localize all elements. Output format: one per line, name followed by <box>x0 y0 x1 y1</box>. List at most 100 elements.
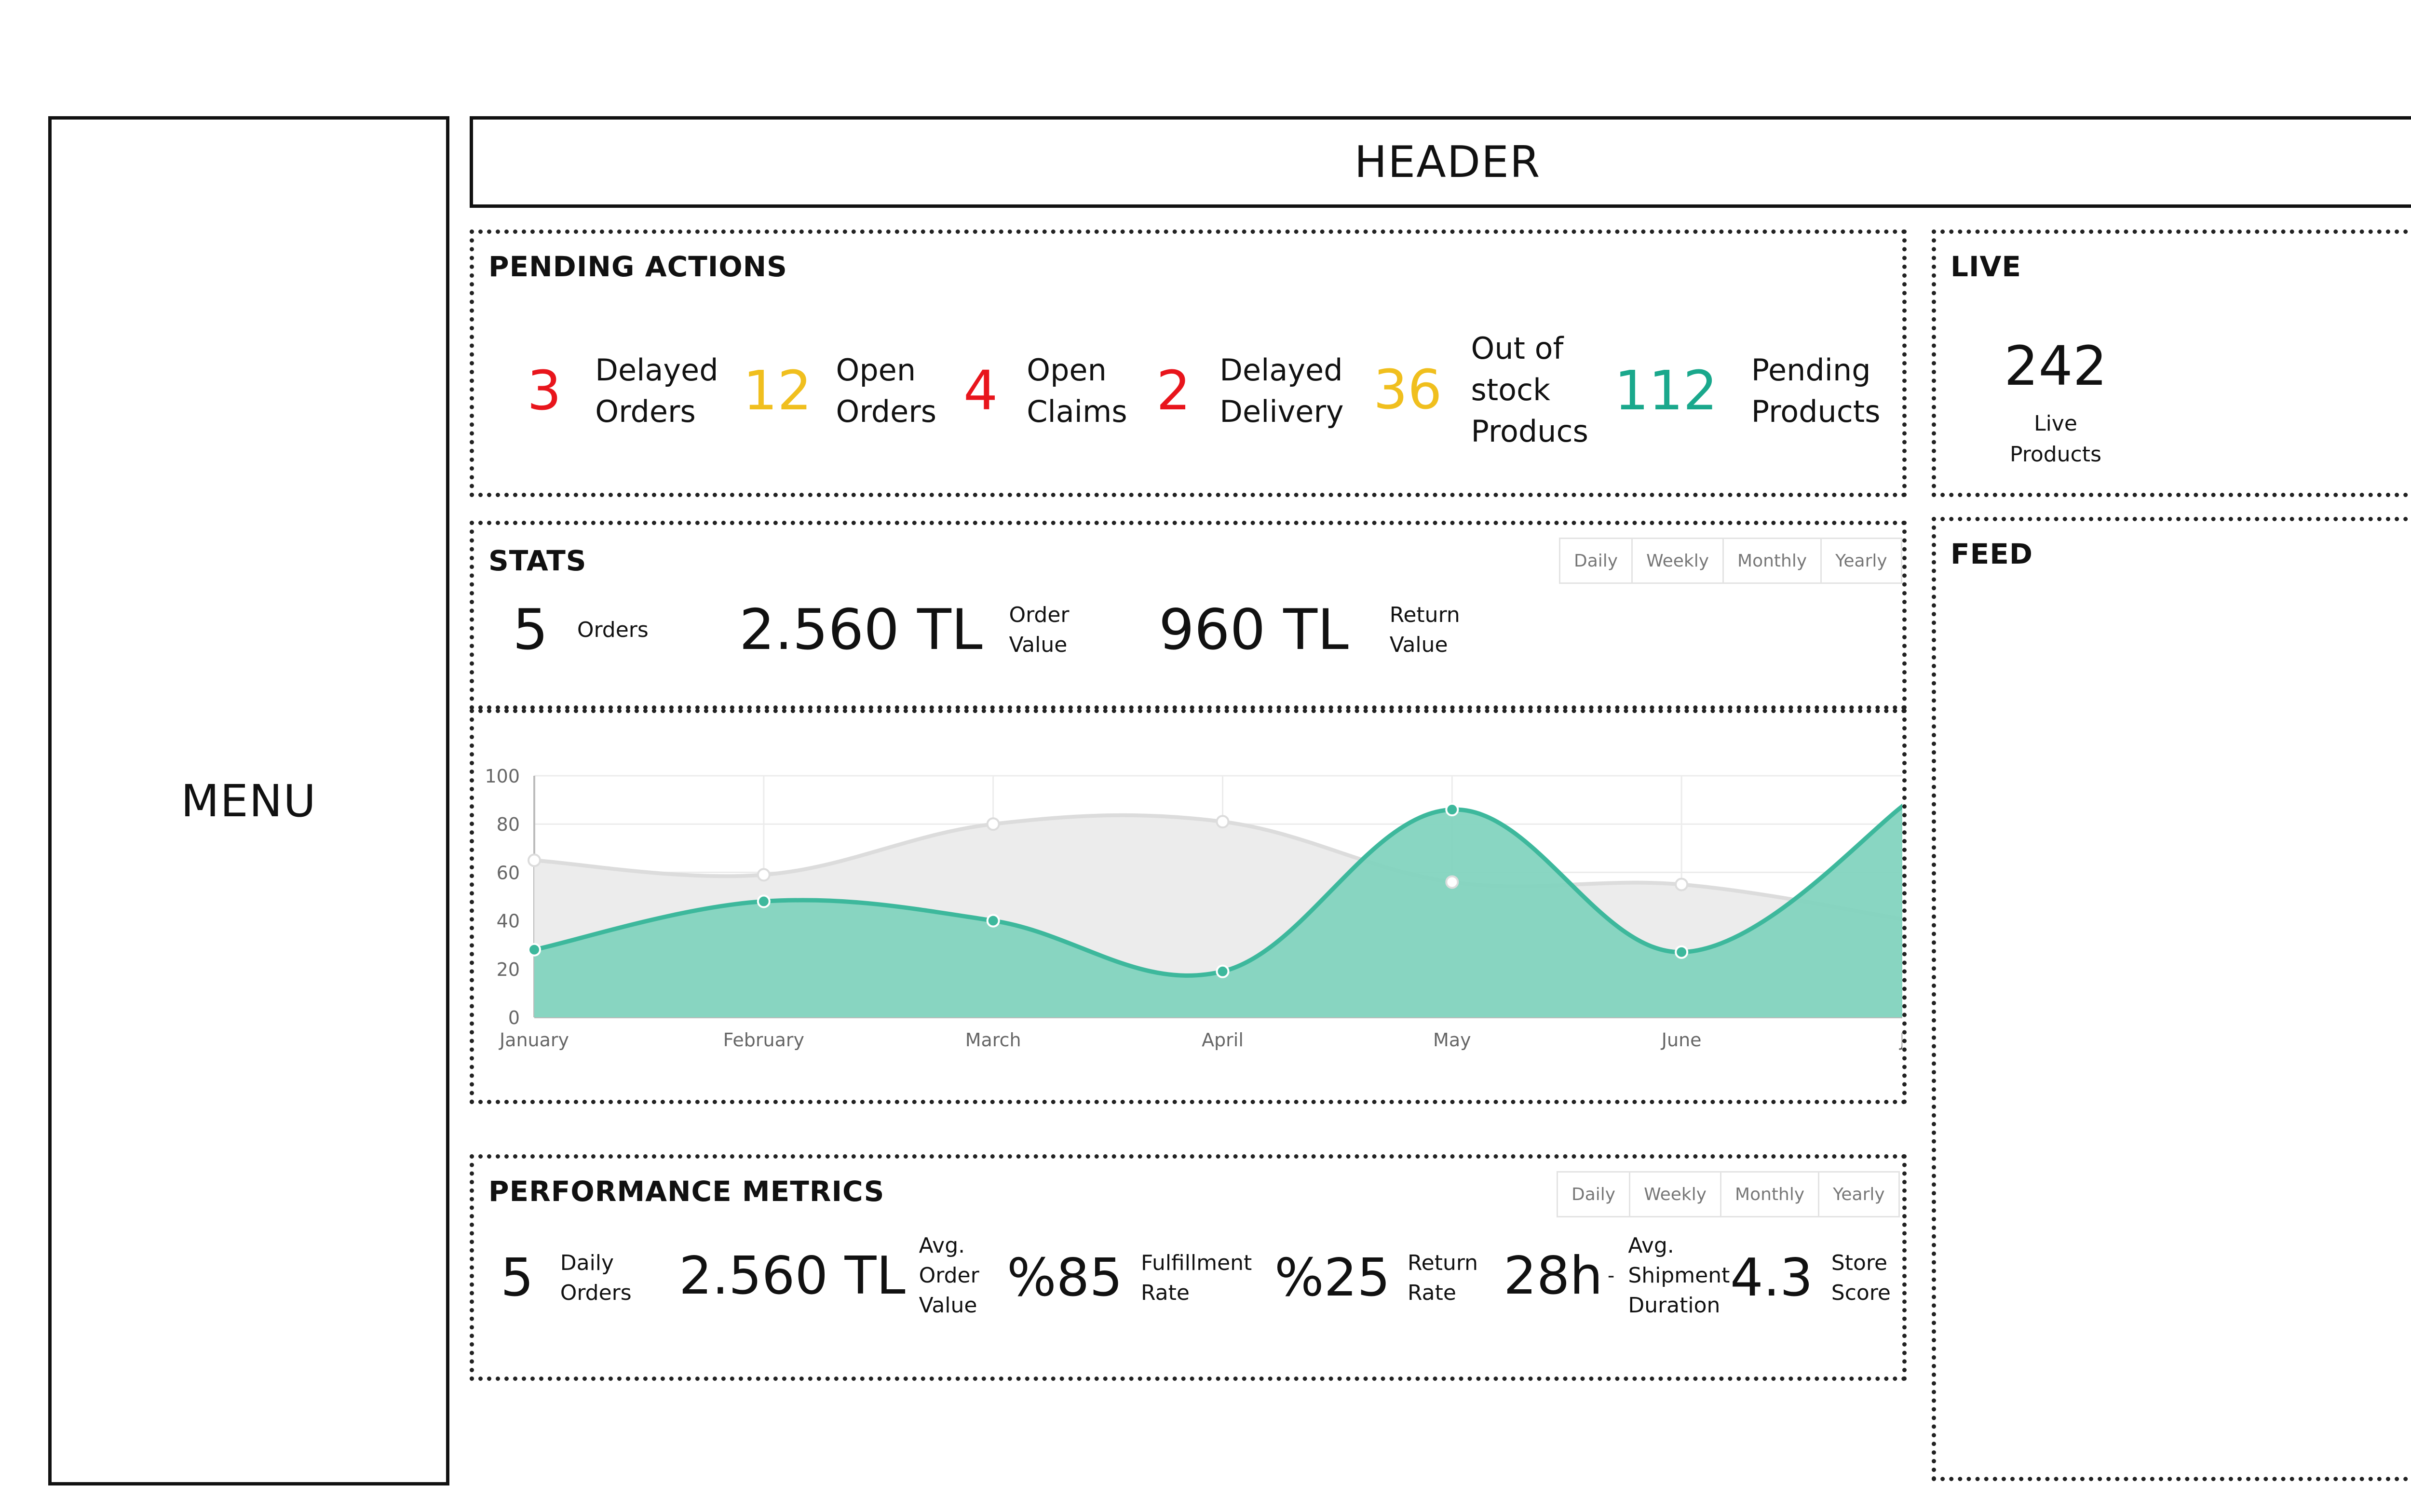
stat-order-value-label: Order Value <box>1009 602 1070 657</box>
chart-series-2-point <box>528 943 541 957</box>
pending-item-pending-products[interactable]: 112 Pending Products <box>1614 350 1881 432</box>
chart-x-tick-label: February <box>723 1029 804 1051</box>
metric-shipment-duration-value: 28h <box>1503 1245 1603 1306</box>
metric-return-rate-value: %25 <box>1274 1248 1391 1308</box>
chart-x-tick-label: Jul <box>1899 1029 1902 1051</box>
metric-fulfillment-rate-value: %85 <box>1007 1248 1123 1308</box>
stats-title: STATS <box>488 544 587 577</box>
live-title: LIVE <box>1950 250 2022 283</box>
performance-period-daily[interactable]: Daily <box>1571 1184 1616 1204</box>
chart-y-tick-label: 60 <box>497 862 520 883</box>
performance-period-selector: Daily Weekly Monthly Yearly <box>1557 1171 1900 1217</box>
stat-order-value: 2.560 TL Order Value <box>739 597 1070 662</box>
pending-item-value: 36 <box>1373 359 1442 421</box>
performance-period-weekly[interactable]: Weekly <box>1629 1173 1720 1216</box>
metric-avg-order-value: 2.560 TL Avg. Order Value <box>679 1231 979 1321</box>
metric-fulfillment-rate-label: Fulfillment Rate <box>1141 1250 1252 1305</box>
pending-item-value: 12 <box>743 360 812 422</box>
chart-y-tick-label: 100 <box>485 766 520 787</box>
stats-period-selector: Daily Weekly Monthly Yearly <box>1559 538 1902 584</box>
live-products-value: 242 <box>2004 335 2107 398</box>
chart-series-2-point <box>1675 945 1689 959</box>
chart-series-1-point <box>757 868 771 882</box>
chart-series-2-point <box>1216 964 1230 978</box>
pending-item-open-orders[interactable]: 12 Open Orders <box>743 350 936 432</box>
orders-area-chart: 0 20 40 60 80 100 January February March April May… <box>485 766 1902 1051</box>
pending-item-label: Delayed Orders <box>595 352 718 429</box>
chart-x-tick-label: March <box>965 1029 1021 1051</box>
chart-series-1-point <box>528 853 541 867</box>
performance-title: PERFORMANCE METRICS <box>488 1175 885 1208</box>
performance-period-yearly[interactable]: Yearly <box>1818 1173 1898 1216</box>
header-label: HEADER <box>1354 136 1541 188</box>
live-products-label: Live Products <box>2010 411 2101 467</box>
metric-shipment-duration-label: Avg. Shipment Duration <box>1628 1233 1730 1318</box>
chart-y-tick-label: 20 <box>497 959 520 980</box>
stats-period-weekly[interactable]: Weekly <box>1631 539 1722 582</box>
pending-actions-panel: PENDING ACTIONS 3 Delayed Orders 12 Open… <box>470 230 1907 497</box>
metric-avg-order-value-value: 2.560 TL <box>679 1245 906 1306</box>
feed-title: FEED <box>1950 538 2033 570</box>
chart-series-2-point <box>1445 803 1459 817</box>
pending-item-label: Delayed Delivery <box>1219 352 1344 429</box>
chart-panel: 0 20 40 60 80 100 January February March April May… <box>470 709 1907 1104</box>
stat-return-value-label: Return Value <box>1389 602 1460 657</box>
metric-avg-order-value-label: Avg. Order Value <box>919 1233 979 1318</box>
pending-item-open-claims[interactable]: 4 Open Claims <box>963 350 1127 432</box>
menu-label: MENU <box>181 775 317 827</box>
pending-item-out-of-stock[interactable]: 36 Out of stock Producs <box>1373 328 1588 452</box>
pending-item-value: 112 <box>1614 360 1718 422</box>
stats-period-yearly[interactable]: Yearly <box>1820 539 1901 582</box>
stats-panel: STATS Daily Weekly Monthly Yearly 5 Orde… <box>470 521 1907 710</box>
pending-item-value: 2 <box>1156 360 1191 422</box>
pending-item-value: 3 <box>527 360 562 422</box>
chart-x-tick-label: May <box>1433 1029 1471 1051</box>
live-panel: LIVE 242 Live Products <box>1932 230 2411 497</box>
stat-orders-label: Orders <box>577 617 649 642</box>
metric-shipment-duration: 28h - Avg. Shipment Duration <box>1503 1231 1730 1321</box>
stats-period-daily[interactable]: Daily <box>1574 551 1618 571</box>
performance-metrics-panel: PERFORMANCE METRICS Daily Weekly Monthly… <box>470 1154 1907 1381</box>
chart-y-tick-label: 0 <box>508 1007 520 1028</box>
metric-return-rate: %25 Return Rate <box>1274 1248 1478 1308</box>
stat-orders: 5 Orders <box>513 597 649 662</box>
pending-item-delayed-delivery[interactable]: 2 Delayed Delivery <box>1156 350 1344 432</box>
pending-item-value: 4 <box>963 360 998 422</box>
stat-order-value-value: 2.560 TL <box>739 597 983 662</box>
stat-return-value: 960 TL Return Value <box>1159 597 1460 662</box>
pending-item-label: Out of stock Producs <box>1471 331 1588 449</box>
metric-store-score-label: Store Score <box>1831 1250 1891 1305</box>
chart-series-1-point <box>1445 875 1459 889</box>
stat-return-value-value: 960 TL <box>1159 597 1349 662</box>
chart-y-tick-label: 80 <box>497 814 520 835</box>
chart-x-tick-label: January <box>499 1029 569 1051</box>
metric-daily-orders: 5 Daily Orders <box>501 1248 632 1308</box>
metric-shipment-separator: - <box>1607 1265 1615 1287</box>
chart-y-tick-label: 40 <box>497 911 520 932</box>
header-bar: HEADER <box>470 116 2411 208</box>
menu-panel: MENU <box>48 116 449 1485</box>
metric-fulfillment-rate: %85 Fulfillment Rate <box>1007 1248 1252 1308</box>
chart-x-tick-label: June <box>1661 1029 1702 1051</box>
stat-orders-value: 5 <box>513 597 548 662</box>
chart-x-tick-label: April <box>1202 1029 1244 1051</box>
stats-period-monthly[interactable]: Monthly <box>1722 539 1820 582</box>
chart-series-2-point <box>986 914 1000 928</box>
chart-series-2-point <box>757 894 771 908</box>
pending-actions-title: PENDING ACTIONS <box>488 250 787 283</box>
metric-store-score-value: 4.3 <box>1730 1248 1813 1308</box>
metric-return-rate-label: Return Rate <box>1408 1250 1478 1305</box>
performance-period-monthly[interactable]: Monthly <box>1720 1173 1818 1216</box>
chart-series-1-point <box>986 817 1000 831</box>
chart-series-1-point <box>1216 815 1230 829</box>
chart-series-1-point <box>1675 878 1689 891</box>
pending-item-label: Pending Products <box>1751 352 1881 429</box>
pending-item-delayed-orders[interactable]: 3 Delayed Orders <box>527 350 718 432</box>
metric-daily-orders-value: 5 <box>501 1248 534 1308</box>
pending-item-label: Open Orders <box>836 352 937 429</box>
chart-series-2-area <box>534 806 1902 1017</box>
metric-daily-orders-label: Daily Orders <box>560 1250 632 1305</box>
metric-store-score: 4.3 Store Score <box>1730 1248 1891 1308</box>
feed-panel: FEED <box>1932 517 2411 1481</box>
pending-item-label: Open Claims <box>1027 352 1127 429</box>
